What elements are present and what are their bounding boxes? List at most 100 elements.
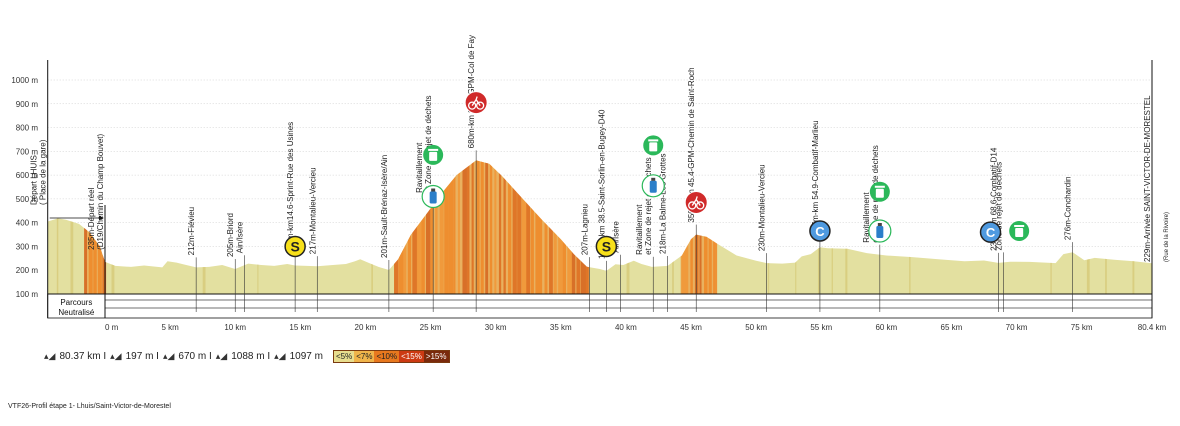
gradient-stripe [1050,160,1052,294]
mountain-prize-icon [464,91,488,115]
waypoint-label: 212m-Fiévieu [187,207,196,255]
waypoint-label: 229m-Arrivée SAINT-VICTOR-DE-MORESTEL [1143,95,1152,262]
x-tick-label: 35 km [550,323,572,332]
waypoint-label: Ravitaillementet Zone de rejet de déchet… [635,157,653,254]
waypoint-label-line: 205m-Briord [226,213,235,257]
sprint-icon-circle [284,235,306,258]
bike-frame [691,196,701,206]
waypoint-label-line: 207m-Lagnieu [580,204,589,255]
legend-lt5: <5% [333,351,355,362]
gradient-stripe [1105,160,1107,294]
y-tick-label: 900 m [16,100,39,109]
waypoint-label-line: 218m-La Balme-Les Grottes [659,153,668,254]
waypoint-label: 235m-Départ réel(D19/Chemin du Champ Bou… [87,134,105,250]
climb-icon: ▴◢ [110,351,122,361]
bottle-icon [868,219,892,243]
gradient-stripe [1132,160,1135,294]
stat-climb-4: 1097 m [289,351,323,362]
waypoint-label: 220m-km14.6-Sprint-Rue des Usines [286,122,295,254]
y-axis-labels: 100 m 200 m 300 m 400 m 500 m 600 m 700 m 800 m… [11,76,38,299]
bike-wheel [467,101,477,110]
x-tick-label: 65 km [941,323,963,332]
y-tick-label: 1000 m [11,76,38,85]
gradient-stripe [257,160,259,294]
waypoint-label: Départ LHUIS( Place de la gare) [30,139,48,205]
waypoint-label: 207m-Lagnieu [580,204,589,255]
bottle-icon-body [876,225,884,238]
waypoint-label-line: 212m-Fiévieu [187,207,196,255]
trash-icon [423,144,444,165]
y-tick-label: 700 m [16,147,39,156]
profile-base-area [47,160,1153,294]
figure-caption: VTF26-Profil étape 1- Lhuis/Saint-Victor… [8,403,171,410]
waypoint-label-line: 276m-Conchardin [1064,177,1073,241]
waypoint-label: 276m-Conchardin [1064,177,1073,241]
waypoint-label: Ain/Isère [612,221,621,253]
finish-note: (Rue de la Rivoire) [1164,212,1170,262]
waypoint-label-line: Ravitaillement [415,142,424,193]
bottle-icon-body [649,180,657,193]
mountain-prize-circle [464,91,488,115]
legend-gt15: >15% [423,351,449,362]
waypoint-label-line: 297m-km 54.9-Combatif-Marlieu [811,120,820,235]
x-tick-label: 5 km [161,323,179,332]
stat-climb-2: 670 m I [178,351,212,362]
x-tick-label: 0 m [105,323,119,332]
waypoint-label: 350m-km 45.4-GPM-Chemin de Saint-Roch [687,67,696,222]
bike-wheel [475,101,485,110]
gradient-stripe [202,160,206,294]
waypoint-label: 201m-Sault-Brénaz-Isère/Ain [380,155,389,258]
stat-climb-3: 1088 m I [231,351,271,362]
gradient-stripe [845,160,848,294]
waypoint-label-line: Zone de rejet de déchets [995,162,1004,251]
waypoint-label: Zone de rejet de déchets [995,162,1004,251]
trash-icon-bin [1015,227,1024,237]
waypoint-label-line: et Zone de rejet de déchets [424,95,433,192]
gradient-stripe [831,160,833,294]
waypoint-label: Ain/Isère [235,221,244,253]
climb-icon: ▴◢ [162,351,175,361]
neutral-label: Neutralisé [58,308,95,317]
bottle-icon-body [429,191,437,204]
bike-wheel [688,201,697,210]
x-tick-label: 75 km [1071,323,1093,332]
road-inner [104,299,1153,309]
waypoint-label-line: 680m-km 28.5-GPM-Col de Fay [467,35,476,148]
waypoint-label-line: 231m-km 68.6-Combatif-D14 [989,147,998,251]
x-tick-label: 20 km [355,323,377,332]
bike-wheel [696,201,705,210]
waypoint-label-line: 201m-Sault-Brénaz-Isère/Ain [380,155,389,258]
neutral-label: Parcours [60,298,92,307]
x-tick-label: 45 km [680,323,702,332]
waypoint-label-line: 350m-km 45.4-GPM-Chemin de Saint-Roch [687,67,696,222]
waypoint-label-line: 230m-Montalieu-Vercieu [758,164,767,251]
gradient-stripe [767,160,770,294]
waypoint-label-line: 235m-Départ réel [87,187,96,249]
waypoint-label: 197m-km 38.5-Saint-Sorlin-en-Bugey-D40 [597,109,606,259]
combatif-icon: C [979,221,1002,243]
waypoint-label-line: Ravitaillement [635,204,644,255]
waypoint-label: 218m-La Balme-Les Grottes [659,153,668,254]
waypoint-label-line: Départ LHUIS [30,155,39,205]
bottle-icon-cap [431,188,436,192]
waypoint-label-line: Ain/Isère [612,221,621,253]
waypoint-label: 205m-Briord [226,213,235,257]
climb-icon: ▴◢ [215,351,228,361]
trash-icon-lid [428,148,439,151]
waypoint-label-line: et Zone de rejet de déchets [644,157,653,254]
bottle-icon-cap [877,222,882,226]
legend-lt10: <10% [374,351,400,362]
climb-icon: ▴◢ [274,351,286,361]
x-tick-label: 60 km [875,323,897,332]
waypoint-label-line: ( Place de la gare) [39,139,48,205]
waypoint-label-line: 229m-Arrivée SAINT-VICTOR-DE-MORESTEL [1143,95,1152,262]
combatif-icon-circle [809,220,831,242]
combatif-icon-circle [979,221,1002,243]
legend-lt7: <7% [354,351,375,362]
gradient-stripe [70,160,74,294]
x-tick-label: 15 km [289,323,311,332]
waypoint-label-line: (D19/Chemin du Champ Bouvet) [96,134,105,250]
chart-icons: S SC C [284,91,1030,258]
